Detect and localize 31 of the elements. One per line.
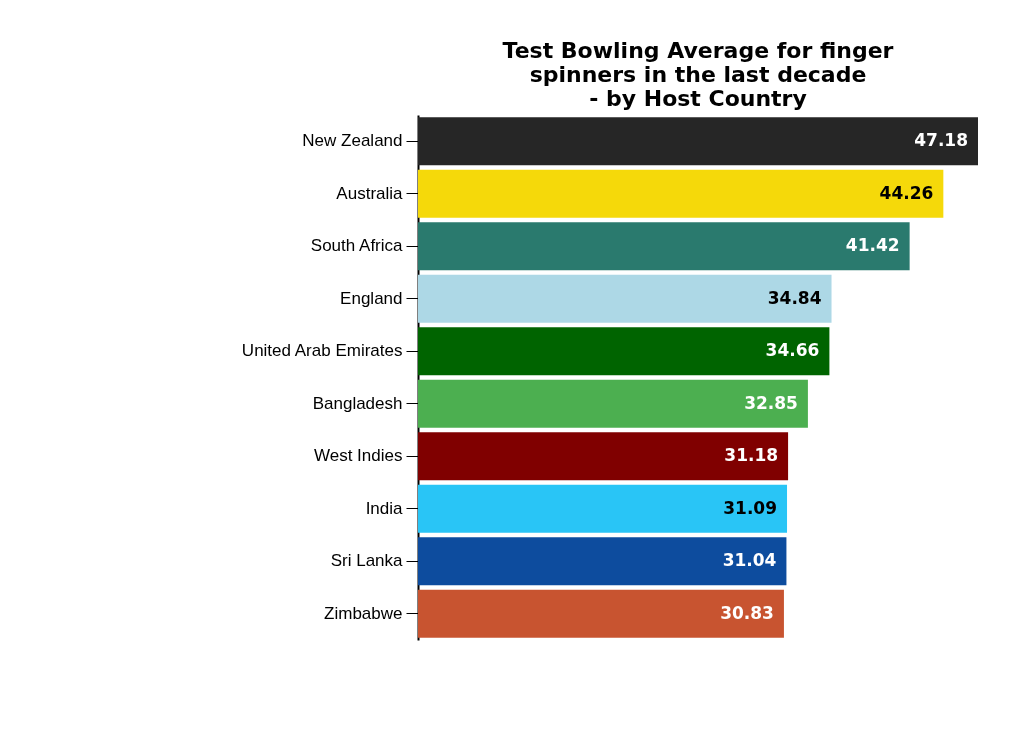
y-tick-label: England xyxy=(340,288,403,308)
data-label: 44.26 xyxy=(879,182,934,203)
y-tick-label: West Indies xyxy=(313,446,403,466)
y-tick-label: Sri Lanka xyxy=(330,551,404,571)
y-tick-label: United Arab Emirates xyxy=(241,341,403,361)
y-tick-label: South Africa xyxy=(310,236,404,256)
data-label: 47.18 xyxy=(914,130,968,151)
data-label: 34.66 xyxy=(765,340,820,361)
bar xyxy=(418,432,789,481)
y-tick-label: India xyxy=(365,498,404,518)
y-tick-label: New Zealand xyxy=(302,131,403,151)
data-label: 31.18 xyxy=(724,445,779,466)
chart-title: Test Bowling Average for finger spinners in the last decade - by Host Country xyxy=(502,38,894,111)
data-label: 32.85 xyxy=(744,392,798,413)
bar xyxy=(418,589,784,638)
data-label: 34.84 xyxy=(767,287,822,308)
data-label: 31.09 xyxy=(723,497,778,518)
bar xyxy=(418,117,978,166)
data-label: 30.83 xyxy=(720,602,774,623)
bar xyxy=(418,327,830,376)
bar xyxy=(418,379,808,428)
bar xyxy=(418,222,910,271)
data-label: 31.04 xyxy=(722,550,777,571)
bar xyxy=(418,274,832,323)
y-tick-label: Zimbabwe xyxy=(324,603,403,623)
data-label: 41.42 xyxy=(845,235,900,256)
bar xyxy=(418,169,944,218)
y-tick-label: Bangladesh xyxy=(312,393,403,413)
y-tick-label: Australia xyxy=(336,183,404,203)
bar xyxy=(418,537,787,586)
bar xyxy=(418,484,788,533)
